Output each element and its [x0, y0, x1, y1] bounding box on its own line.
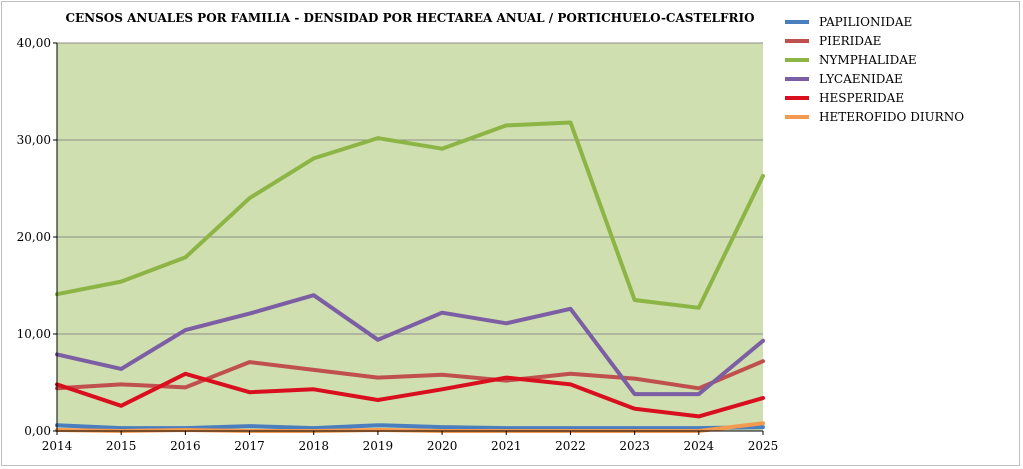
x-axis-ticks: 2014 2015 2016 2017 2018 2019 2020 2021 2022 2023…	[42, 431, 779, 453]
series-line-hesperidae	[55, 371, 765, 419]
legend-label: NYMPHALIDAE	[819, 53, 917, 67]
series-line-nymphalidae	[55, 120, 765, 310]
x-tick-label: 2018	[298, 439, 329, 453]
x-tick-label: 2021	[491, 439, 522, 453]
legend-label: PAPILIONIDAE	[819, 15, 912, 29]
y-axis-ticks: 0,00 10,00 20,00 30,00 40,00	[17, 36, 57, 438]
legend-label: PIERIDAE	[819, 34, 881, 48]
x-tick-label: 2020	[427, 439, 458, 453]
y-tick-label: 20,00	[17, 230, 51, 244]
y-tick-label: 40,00	[17, 36, 51, 50]
y-tick-label: 0,00	[24, 424, 51, 438]
series-line-lycaenidae	[55, 293, 765, 397]
series-line-pieridae	[55, 359, 765, 391]
x-tick-label: 2017	[234, 439, 265, 453]
x-tick-label: 2025	[748, 439, 779, 453]
y-tick-label: 30,00	[17, 133, 51, 147]
chart-title: CENSOS ANUALES POR FAMILIA - DENSIDAD PO…	[65, 11, 754, 25]
legend-label: HESPERIDAE	[819, 91, 904, 105]
x-tick-label: 2024	[684, 439, 715, 453]
x-tick-label: 2019	[363, 439, 394, 453]
x-tick-label: 2014	[42, 439, 73, 453]
series-line-papilionidae	[55, 423, 765, 431]
legend-label: LYCAENIDAE	[819, 72, 903, 86]
legend: PAPILIONIDAE PIERIDAE NYMPHALIDAE LYCAENIDA…	[785, 15, 964, 124]
x-tick-label: 2016	[170, 439, 201, 453]
x-tick-label: 2015	[106, 439, 137, 453]
legend-label: HETEROFIDO DIURNO	[819, 110, 964, 124]
x-tick-label: 2023	[619, 439, 650, 453]
x-tick-label: 2022	[555, 439, 586, 453]
y-tick-label: 10,00	[17, 327, 51, 341]
